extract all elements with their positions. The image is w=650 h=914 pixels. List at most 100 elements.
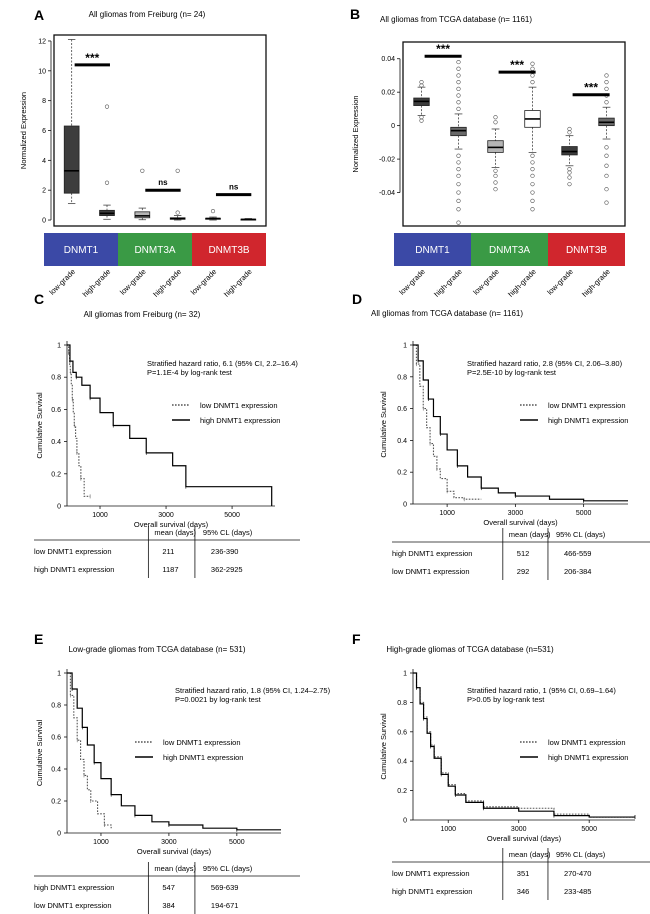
grade-label: high-grade <box>81 267 113 299</box>
gene-label: DNMT3B <box>208 245 249 256</box>
outlier-point <box>530 173 535 178</box>
y-tick-label: 0 <box>403 502 407 509</box>
table-row-label: high DNMT1 expression <box>392 887 472 896</box>
legend-label: low DNMT1 expression <box>548 738 626 747</box>
outlier-point <box>493 120 498 125</box>
outlier-point <box>210 208 216 214</box>
gene-strip-dnmt3b <box>192 233 266 266</box>
outlier-point <box>493 168 498 173</box>
x-axis-label: Overall survival (days) <box>487 834 562 843</box>
p-value-text: P=1.1E-4 by log-rank test <box>147 368 233 377</box>
p-value-text: P=0.0021 by log-rank test <box>175 695 262 704</box>
outlier-point <box>604 200 609 205</box>
outlier-point <box>530 207 535 212</box>
x-tick-label: 1000 <box>439 510 455 517</box>
y-tick-label: 0 <box>391 123 395 130</box>
significance-label: *** <box>85 51 99 65</box>
y-tick-label: 0.2 <box>51 471 61 478</box>
x-axis-label: Overall survival (days) <box>137 847 212 856</box>
outlier-point <box>456 59 461 65</box>
outlier-point <box>604 173 609 178</box>
x-tick-label: 3000 <box>508 510 524 517</box>
grade-label: low-grade <box>47 267 77 297</box>
significance-label: *** <box>584 81 598 95</box>
x-axis-label: Overall survival (days) <box>134 520 209 529</box>
hazard-ratio-text: Stratified hazard ratio, 6.1 (95% CI, 2.… <box>147 359 298 368</box>
table-row-label: high DNMT1 expression <box>392 549 472 558</box>
table-header: 95% CL (days) <box>556 850 606 859</box>
outlier-point <box>456 100 461 105</box>
significance-label: *** <box>436 42 450 56</box>
box-2 <box>487 140 504 153</box>
table-cell-mean: 512 <box>517 549 530 558</box>
legend-label: low DNMT1 expression <box>200 401 278 410</box>
outlier-point <box>604 73 609 78</box>
table-cell-mean: 384 <box>162 901 175 910</box>
gene-strip-dnmt3a <box>118 233 192 266</box>
table-row-label: low DNMT1 expression <box>392 567 470 576</box>
y-tick-label: -0.04 <box>379 190 395 197</box>
y-tick-label: 1 <box>403 671 407 678</box>
panel-title: All gliomas from Freiburg (n= 24) <box>89 10 206 19</box>
outlier-point <box>140 168 145 173</box>
grade-label: high-grade <box>222 267 254 299</box>
gene-label: DNMT1 <box>64 245 99 256</box>
x-axis-label: Overall survival (days) <box>483 518 558 527</box>
outlier-point <box>604 100 609 105</box>
y-axis-label: Cumulative Survival <box>379 391 388 458</box>
y-tick-label: 0.8 <box>397 374 407 381</box>
table-header: 95% CL (days) <box>556 530 606 539</box>
x-tick-label: 5000 <box>581 826 597 833</box>
p-value-text: P=2.5E-10 by log-rank test <box>467 368 557 377</box>
significance-label: ns <box>229 183 239 192</box>
outlier-point <box>104 104 110 109</box>
outlier-point <box>456 207 461 212</box>
plot-frame <box>53 34 267 227</box>
table-header: mean (days) <box>509 530 551 539</box>
y-tick-label: 0.8 <box>51 375 61 382</box>
y-tick-label: 6 <box>42 128 46 135</box>
significance-label: ns <box>158 178 168 187</box>
y-tick-label: 0 <box>57 831 61 838</box>
x-tick-label: 3000 <box>161 839 177 846</box>
y-tick-label: 0 <box>403 818 407 825</box>
table-cell-mean: 1187 <box>162 565 178 574</box>
y-tick-label: 10 <box>38 68 46 75</box>
table-cell-mean: 547 <box>162 883 175 892</box>
outlier-point <box>604 187 609 192</box>
x-tick-label: 5000 <box>224 512 240 519</box>
y-tick-label: 0.6 <box>397 406 407 413</box>
y-tick-label: 0 <box>42 218 46 225</box>
table-cell-ci: 236-390 <box>211 547 239 556</box>
outlier-point <box>530 153 535 158</box>
y-tick-label: 0.2 <box>397 470 407 477</box>
outlier-point <box>493 187 498 192</box>
outlier-point <box>456 80 461 85</box>
x-tick-label: 1000 <box>93 839 109 846</box>
table-header: mean (days) <box>509 850 551 859</box>
gene-strip-dnmt1 <box>44 233 118 266</box>
panel-label: F <box>352 631 361 647</box>
outlier-point <box>567 167 572 172</box>
outlier-point <box>530 73 535 78</box>
y-axis-label: Cumulative Survival <box>379 713 388 780</box>
y-tick-label: 0.4 <box>51 439 61 446</box>
outlier-point <box>456 73 461 78</box>
panel-title: Low-grade gliomas from TCGA database (n=… <box>68 645 245 654</box>
gene-label: DNMT3A <box>134 245 175 256</box>
y-tick-label: 1 <box>57 671 61 678</box>
panel-label: C <box>34 291 44 307</box>
table-header: mean (days) <box>154 864 196 873</box>
grade-label: high-grade <box>580 267 612 299</box>
table-cell-mean: 211 <box>162 547 174 556</box>
grade-label: low-grade <box>118 267 148 297</box>
survival-curve-low <box>67 672 112 829</box>
table-header: mean (days) <box>154 528 196 537</box>
outlier-point <box>456 190 461 195</box>
y-axis-label: Normalized Expression <box>351 95 360 172</box>
y-axis-label: Cumulative Survival <box>35 720 44 787</box>
y-tick-label: 0.8 <box>397 700 407 707</box>
outlier-point <box>456 182 461 187</box>
table-cell-mean: 351 <box>517 869 530 878</box>
outlier-point <box>456 66 461 71</box>
